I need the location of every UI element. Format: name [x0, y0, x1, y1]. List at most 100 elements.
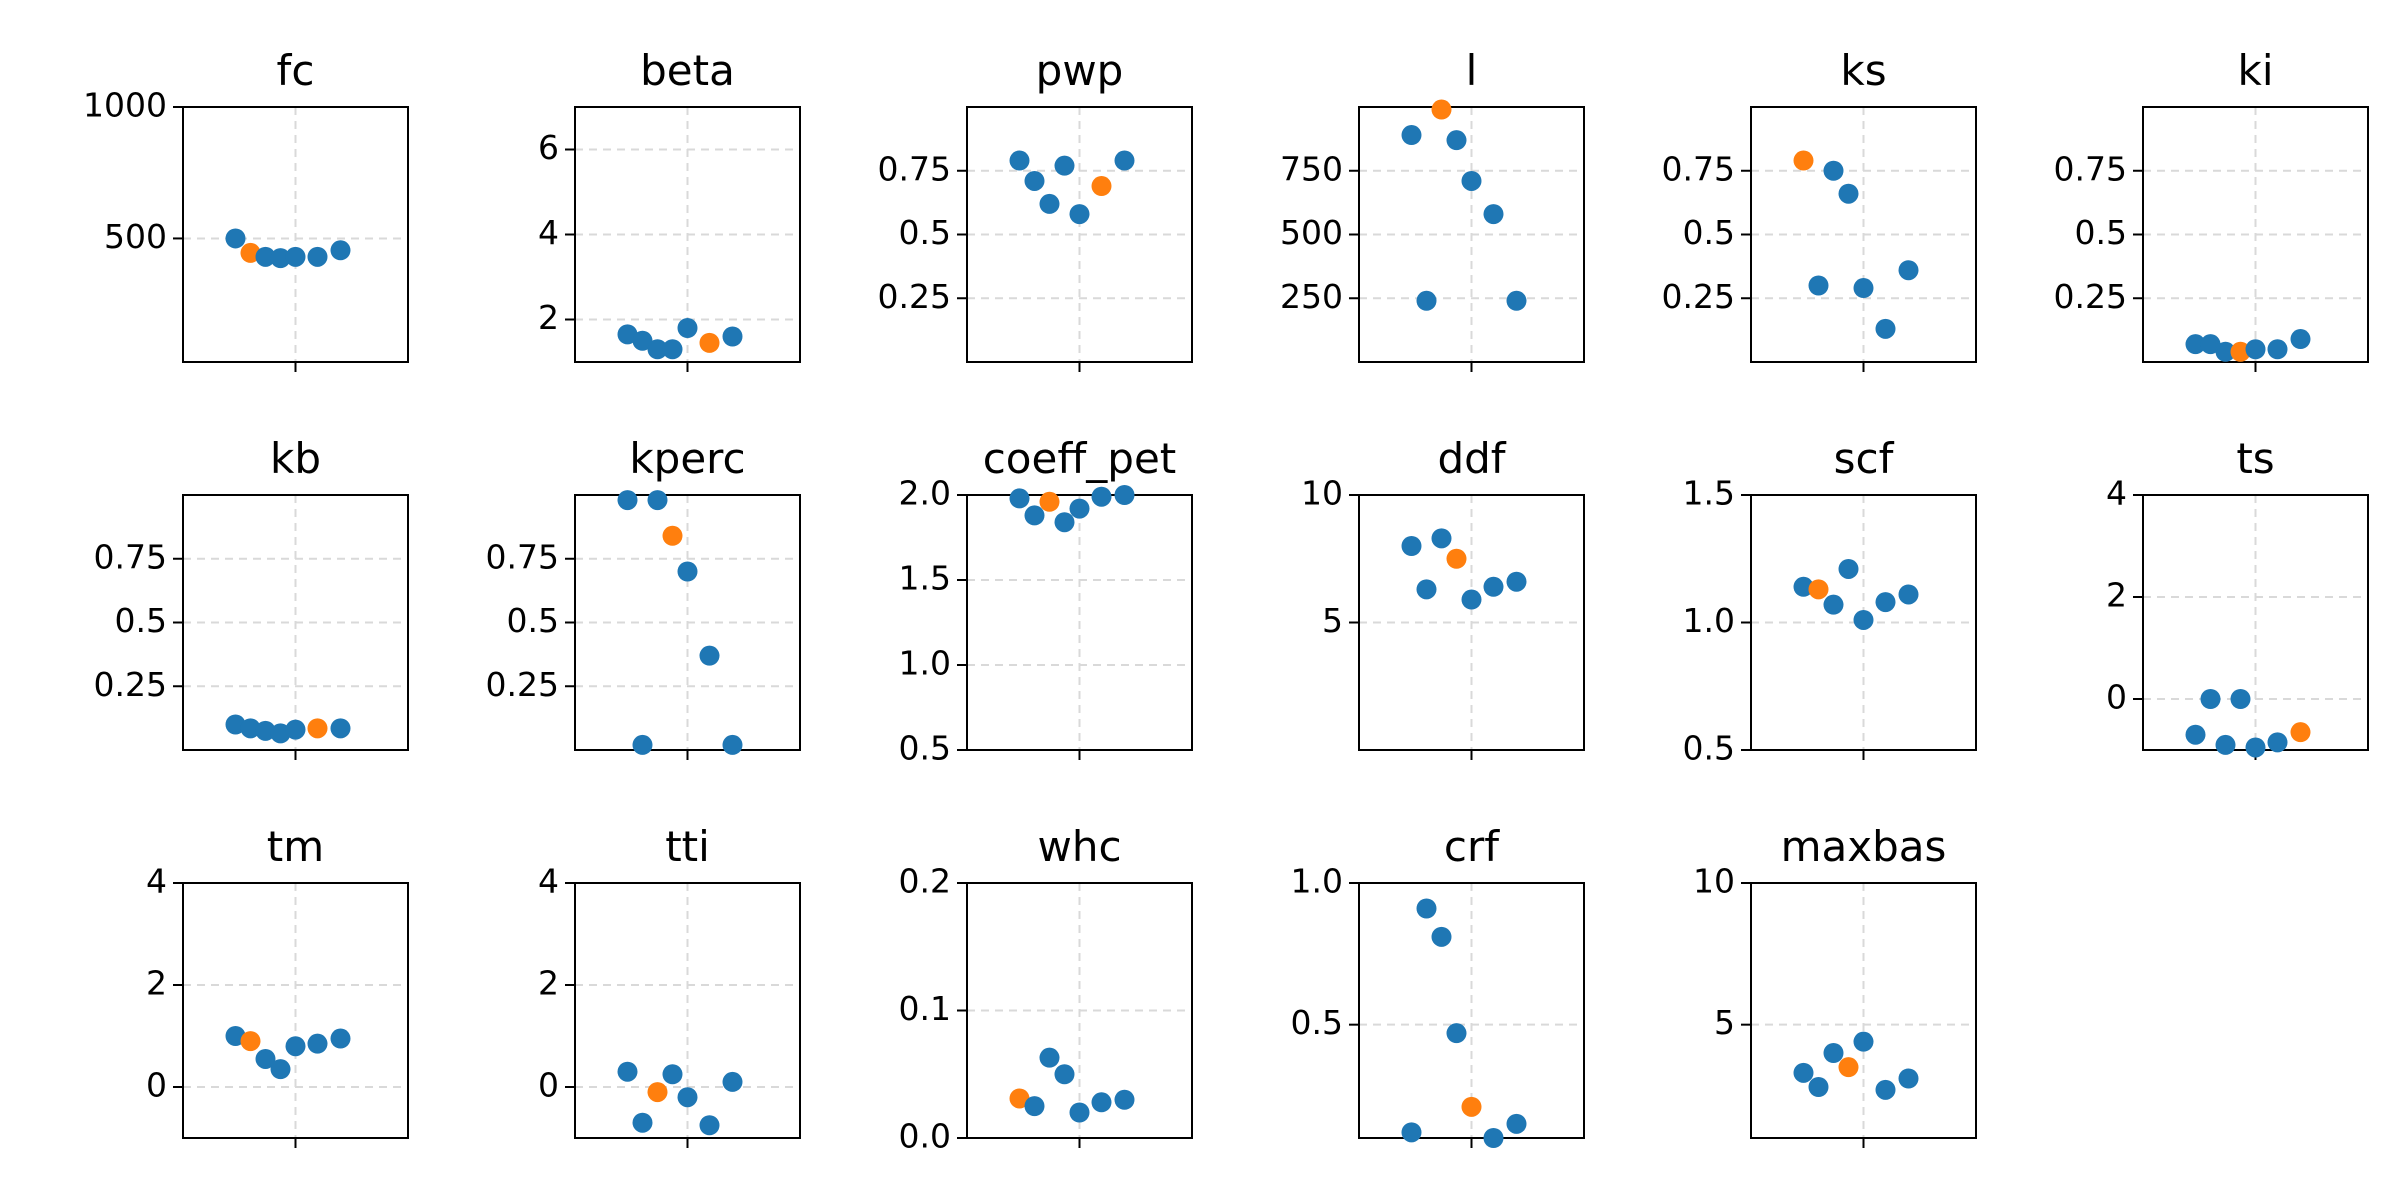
subplot-ki: 0.25 0.5 0.75 ki	[2054, 46, 2369, 372]
data-point	[1401, 536, 1422, 556]
data-point	[1069, 204, 1090, 225]
y-tick-label: 2	[2106, 576, 2127, 615]
subplot-title: coeff_pet	[983, 434, 1177, 483]
subplot-coeff_pet: 0.5 1.0 1.5 2.0 coeff_pet	[899, 434, 1193, 768]
y-tick-label: 250	[1280, 277, 1343, 316]
data-point	[1506, 571, 1527, 592]
y-tick-label: 5	[1322, 601, 1343, 640]
y-tick-label: 0.0	[899, 1117, 951, 1156]
y-tick-label: 0.5	[899, 213, 951, 252]
y-tick-label: 0.25	[1662, 277, 1735, 316]
y-tick-label: 0.5	[899, 729, 951, 768]
y-tick-label: 6	[538, 128, 559, 167]
highlight-point	[1091, 176, 1112, 197]
y-tick-label: 0.5	[115, 601, 167, 640]
highlight-point	[307, 718, 328, 739]
y-tick-label: 1.0	[1683, 601, 1735, 640]
highlight-point	[2230, 341, 2251, 362]
data-point	[1091, 486, 1112, 507]
y-tick-label: 2	[146, 964, 167, 1003]
y-tick-label: 0.75	[2054, 149, 2127, 188]
data-point	[1853, 609, 1874, 630]
y-tick-label: 750	[1280, 149, 1343, 188]
data-point	[225, 1026, 246, 1046]
data-point	[647, 490, 668, 511]
subplot-pwp: 0.25 0.5 0.75 pwp	[878, 46, 1193, 372]
data-point	[1024, 505, 1045, 526]
data-point	[617, 490, 638, 511]
data-point	[1416, 579, 1437, 600]
data-point	[1483, 1128, 1504, 1148]
y-tick-label: 1.5	[1683, 474, 1735, 513]
subplot-crf: 0.5 1.0 crf	[1291, 822, 1585, 1148]
subplot-title: tti	[665, 822, 710, 871]
subplot-title: ki	[2238, 46, 2274, 95]
data-point	[1483, 576, 1504, 597]
y-tick-label: 4	[538, 213, 559, 252]
data-point	[1054, 512, 1075, 533]
data-point	[1009, 488, 1030, 509]
data-point	[1461, 170, 1482, 191]
y-tick-label: 0	[2106, 678, 2127, 717]
data-point	[632, 330, 653, 351]
y-tick-label: 0.75	[94, 537, 167, 576]
highlight-point	[1431, 99, 1452, 120]
highlight-point	[662, 525, 683, 546]
y-tick-label: 500	[104, 217, 167, 256]
y-tick-label: 5	[1714, 1003, 1735, 1042]
y-tick-label: 0.5	[507, 601, 559, 640]
data-point	[1431, 528, 1452, 549]
data-point	[285, 246, 306, 267]
data-point	[270, 723, 291, 744]
data-point	[1853, 1031, 1874, 1052]
y-tick-label: 0.25	[94, 665, 167, 704]
data-point	[677, 1087, 698, 1108]
y-tick-label: 4	[2106, 474, 2127, 513]
y-tick-label: 0.75	[486, 537, 559, 576]
y-tick-label: 0.25	[486, 665, 559, 704]
highlight-point	[699, 332, 720, 353]
data-point	[1401, 1122, 1422, 1143]
data-point	[699, 645, 720, 666]
y-tick-label: 0	[146, 1066, 167, 1105]
data-point	[1039, 1047, 1060, 1068]
subplot-title: fc	[277, 46, 315, 95]
data-point	[255, 720, 276, 741]
data-point	[2290, 329, 2311, 350]
subplot-title: maxbas	[1781, 822, 1947, 871]
data-point	[1898, 260, 1919, 281]
subplot-title: scf	[1834, 434, 1895, 483]
data-point	[1024, 170, 1045, 191]
data-point	[617, 324, 638, 345]
data-point	[722, 326, 743, 347]
highlight-point	[1461, 1096, 1482, 1117]
data-point	[2230, 689, 2251, 709]
subplot-title: ks	[1840, 46, 1886, 95]
y-tick-label: 0.1	[899, 989, 951, 1028]
y-tick-label: 0.5	[1683, 213, 1735, 252]
y-tick-label: 4	[538, 862, 559, 901]
y-tick-label: 1.0	[1291, 862, 1343, 901]
subplot-ddf: 5 10 ddf	[1301, 434, 1585, 760]
y-tick-label: 1.0	[899, 644, 951, 683]
data-point	[1808, 1077, 1829, 1097]
data-point	[677, 561, 698, 582]
data-point	[662, 339, 683, 360]
y-tick-label: 500	[1280, 213, 1343, 252]
y-tick-label: 0.25	[878, 277, 951, 316]
data-point	[1114, 150, 1135, 171]
subplot-title: kperc	[629, 434, 745, 483]
data-point	[677, 318, 698, 338]
highlight-point	[647, 1082, 668, 1103]
data-point	[1416, 290, 1437, 311]
highlight-point	[1009, 1088, 1030, 1109]
data-point	[1114, 1089, 1135, 1110]
data-point	[632, 1112, 653, 1133]
data-point	[1483, 204, 1504, 225]
data-point	[2267, 732, 2288, 753]
data-point	[1793, 576, 1814, 597]
data-point	[307, 246, 328, 267]
data-point	[1823, 1043, 1844, 1063]
data-point	[255, 1048, 276, 1069]
